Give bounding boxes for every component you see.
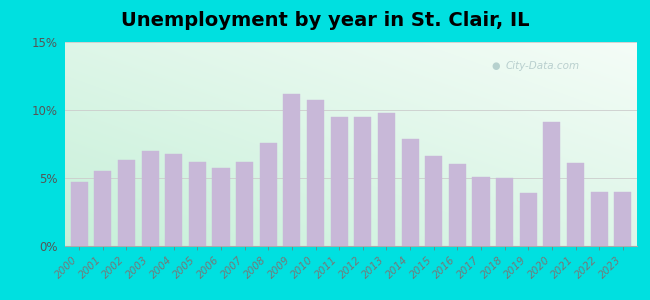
Bar	[165, 154, 182, 246]
Bar	[189, 162, 206, 246]
Bar	[591, 192, 608, 246]
Bar	[354, 117, 371, 246]
Text: City-Data.com: City-Data.com	[506, 61, 580, 71]
Bar	[142, 151, 159, 246]
Bar	[378, 113, 395, 246]
Bar	[567, 163, 584, 246]
Bar	[496, 178, 513, 246]
Bar	[473, 177, 489, 246]
Bar	[614, 192, 631, 246]
Text: Unemployment by year in St. Clair, IL: Unemployment by year in St. Clair, IL	[121, 11, 529, 31]
Bar	[213, 169, 229, 246]
Bar	[449, 164, 466, 246]
Bar	[260, 142, 277, 246]
Bar	[118, 160, 135, 246]
Text: ●: ●	[491, 61, 500, 71]
Bar	[283, 94, 300, 246]
Bar	[94, 171, 111, 246]
Bar	[520, 193, 537, 246]
Bar	[543, 122, 560, 246]
Bar	[425, 156, 442, 246]
Bar	[331, 117, 348, 246]
Bar	[307, 100, 324, 246]
Bar	[402, 139, 419, 246]
Bar	[236, 162, 253, 246]
Bar	[71, 182, 88, 246]
